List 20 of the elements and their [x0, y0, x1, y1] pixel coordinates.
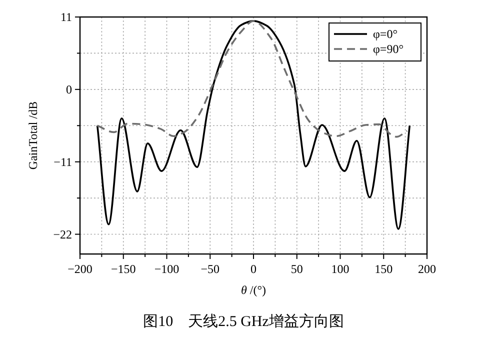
- y-tick-label: 11: [60, 10, 72, 24]
- x-tick-label: 100: [331, 262, 350, 276]
- x-tick-label: −100: [154, 262, 180, 276]
- line-series: [96, 20, 408, 138]
- y-tick-label: −22: [53, 227, 72, 242]
- x-tick-label: −150: [110, 262, 136, 276]
- x-axis-title: θ /(°): [240, 283, 266, 297]
- caption: 图10 天线2.5 GHz增益方向图: [143, 313, 344, 330]
- x-tick-label: −200: [68, 262, 92, 276]
- x-tick-label: −50: [200, 262, 220, 276]
- legend-label: φ=90°: [373, 42, 404, 56]
- x-tick-label: 150: [374, 262, 393, 276]
- legend-label: φ=0°: [373, 27, 398, 41]
- x-tick-label: 50: [290, 262, 303, 276]
- y-axis-title: GainTotal /dB: [26, 101, 40, 170]
- y-tick-label: −11: [54, 154, 72, 169]
- x-tick-label: 0: [250, 262, 256, 276]
- x-tick-label: 200: [418, 262, 436, 276]
- y-tick-label: 0: [66, 82, 72, 96]
- line-series: [96, 20, 411, 230]
